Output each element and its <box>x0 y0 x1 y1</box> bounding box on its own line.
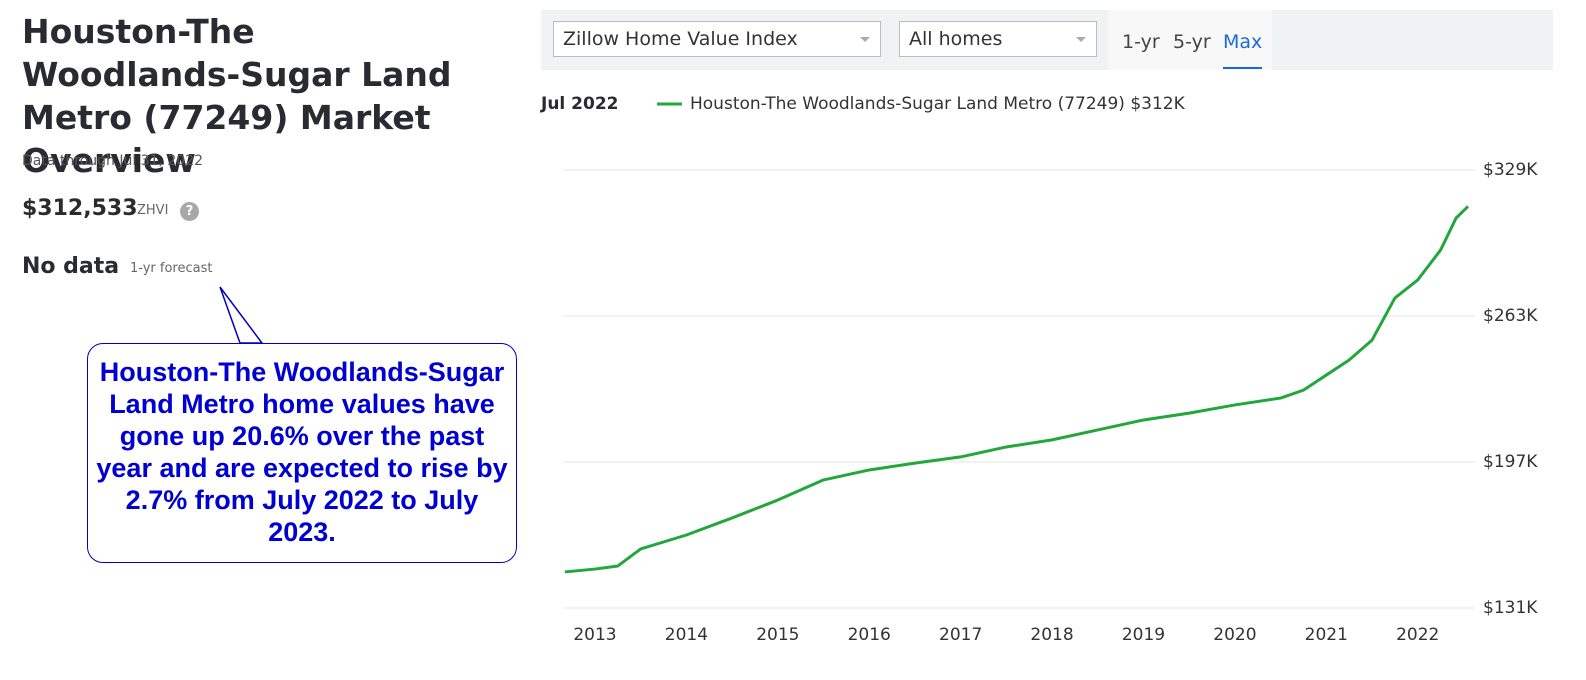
legend-date: Jul 2022 <box>540 94 619 114</box>
x-tick-label: 2019 <box>1122 625 1165 645</box>
x-tick-label: 2015 <box>756 625 799 645</box>
x-tick-label: 2021 <box>1305 625 1348 645</box>
legend-series-name: Houston-The Woodlands-Sugar Land Metro (… <box>690 94 1125 114</box>
forecast-label: 1-yr forecast <box>130 261 213 276</box>
index-dropdown[interactable]: Zillow Home Value Index <box>553 21 881 57</box>
range-tab[interactable]: Max <box>1223 31 1263 69</box>
zhvi-label: ZHVI <box>137 203 169 218</box>
range-tab[interactable]: 1-yr <box>1122 31 1160 53</box>
x-tick-label: 2013 <box>573 625 616 645</box>
x-tick-label: 2014 <box>665 625 708 645</box>
forecast-value: No data <box>22 254 120 279</box>
range-tab[interactable]: 5-yr <box>1173 31 1211 53</box>
home-type-dropdown[interactable]: All homes <box>899 21 1097 57</box>
y-tick-label: $197K <box>1483 452 1538 472</box>
series-line <box>564 205 1470 574</box>
page-title: Houston-The Woodlands-Sugar Land Metro (… <box>22 12 452 180</box>
data-through: Data through Jul 31, 2022 <box>22 153 204 169</box>
range-tabs <box>1108 10 1272 70</box>
zhvi-value: $312,533 <box>22 196 138 221</box>
x-tick-label: 2017 <box>939 625 982 645</box>
x-tick-label: 2018 <box>1030 625 1073 645</box>
help-icon[interactable]: ? <box>180 202 199 221</box>
callout-pointer <box>219 286 264 344</box>
x-tick-label: 2016 <box>848 625 891 645</box>
callout: Houston-The Woodlands-Sugar Land Metro h… <box>87 343 517 563</box>
legend-value: $312K <box>1130 94 1185 114</box>
y-tick-label: $263K <box>1483 306 1538 326</box>
y-tick-label: $131K <box>1483 598 1538 618</box>
x-tick-label: 2022 <box>1396 625 1439 645</box>
legend-entry: Houston-The Woodlands-Sugar Land Metro (… <box>690 94 1186 114</box>
x-tick-label: 2020 <box>1213 625 1256 645</box>
y-tick-label: $329K <box>1483 160 1538 180</box>
